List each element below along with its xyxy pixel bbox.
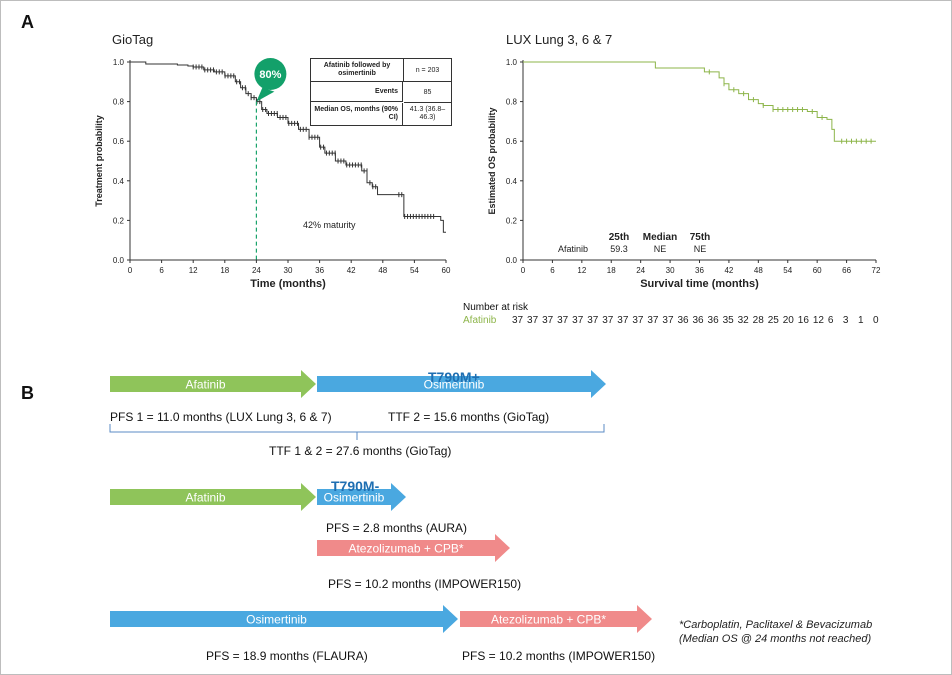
giotag-inset-table: Afatinib followed by osimertinib n = 203…: [310, 58, 452, 126]
arrow-afatinib-1: [110, 370, 316, 398]
inset-value-row2: 85: [404, 82, 451, 103]
risk-value: 37: [557, 315, 569, 326]
arrow-osimertinib-1: [317, 370, 606, 398]
risk-value: 37: [587, 315, 599, 326]
arrow-atezolizumab-2-label: Atezolizumab + CPB*: [491, 613, 606, 627]
pfs-impower-caption-1: PFS = 10.2 months (IMPOWER150): [328, 577, 522, 591]
risk-value: 37: [512, 315, 524, 326]
risk-value: 6: [827, 315, 834, 326]
panel-b-label: B: [21, 383, 34, 403]
risk-value: 0: [873, 315, 879, 326]
risk-value: 1: [857, 315, 864, 326]
risk-value: 16: [797, 315, 809, 326]
risk-value: 12: [812, 315, 824, 326]
ttf12-caption: TTF 1 & 2 = 27.6 months (GioTag): [269, 444, 452, 458]
lux-title: LUX Lung 3, 6 & 7: [506, 32, 613, 47]
risk-value: 37: [662, 315, 674, 326]
footnote: *Carboplatin, Paclitaxel & Bevacizumab (…: [679, 618, 872, 646]
giotag-title: GioTag: [112, 32, 154, 47]
arrow-osimertinib-3: [110, 605, 458, 633]
risk-value: 25: [767, 315, 779, 326]
risk-value: 37: [542, 315, 554, 326]
arrow-afatinib-2-label: Afatinib: [185, 491, 225, 505]
risk-value: 20: [782, 315, 794, 326]
risk-value: 37: [527, 315, 539, 326]
risk-header: Number at risk: [463, 302, 529, 313]
arrow-atezolizumab-2: [460, 605, 652, 633]
arrow-osimertinib-3-label: Osimertinib: [246, 613, 307, 627]
arrow-atezolizumab-1: [317, 534, 510, 562]
t790m-minus-label: T790M-: [331, 478, 380, 494]
pfs-aura-caption: PFS = 2.8 months (AURA): [326, 521, 468, 535]
arrow-osimertinib-2-label: Osimertinib: [324, 491, 385, 505]
arrow-atezolizumab-1-label: Atezolizumab + CPB*: [348, 542, 463, 556]
footnote-line-2: (Median OS @ 24 months not reached): [679, 633, 872, 645]
arrow-afatinib-2: [110, 483, 316, 511]
inset-label-row2: Events: [311, 82, 403, 102]
risk-value: 37: [632, 315, 644, 326]
risk-value: 32: [737, 315, 749, 326]
t790m-plus-label: T790M+: [428, 369, 480, 385]
pfs-flaura-caption: PFS = 18.9 months (FLAURA): [206, 649, 368, 663]
risk-value: 36: [692, 315, 704, 326]
inset-value-row1: n = 203: [404, 59, 451, 82]
inset-label-row1: Afatinib followed by osimertinib: [311, 59, 404, 82]
risk-value: 37: [617, 315, 629, 326]
arrow-osimertinib-2: [317, 483, 406, 511]
arrow-osimertinib-1-label: Osimertinib: [424, 378, 485, 392]
risk-value: 37: [602, 315, 614, 326]
risk-value: 37: [572, 315, 584, 326]
arrow-afatinib-1-label: Afatinib: [185, 378, 225, 392]
pfs1-caption: PFS 1 = 11.0 months (LUX Lung 3, 6 & 7): [110, 410, 332, 424]
panel-a-label: A: [21, 12, 34, 32]
risk-value: 3: [842, 315, 849, 326]
risk-value: 37: [647, 315, 659, 326]
footnote-line-1: *Carboplatin, Paclitaxel & Bevacizumab: [679, 619, 873, 631]
risk-value: 28: [752, 315, 764, 326]
risk-row-label: Afatinib: [463, 315, 497, 326]
ttf2-caption: TTF 2 = 15.6 months (GioTag): [388, 410, 550, 424]
inset-label-row3: Median OS, months (90% CI): [311, 103, 403, 125]
inset-value-row3: 41.3 (36.8–46.3): [409, 106, 446, 121]
risk-value: 35: [722, 315, 734, 326]
risk-value: 36: [707, 315, 719, 326]
ttf-bracket: [109, 424, 605, 440]
pfs-impower-caption-2: PFS = 10.2 months (IMPOWER150): [462, 649, 656, 663]
risk-value: 36: [677, 315, 689, 326]
